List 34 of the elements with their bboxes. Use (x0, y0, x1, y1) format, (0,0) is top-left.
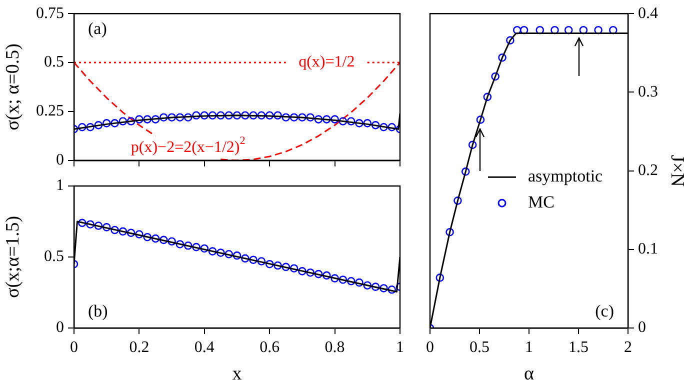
x-tick-label: 0.5 (470, 338, 490, 356)
x-axis-title: α (524, 364, 534, 385)
x-tick-label: 0.4 (194, 338, 214, 356)
x-tick-label: 2 (624, 338, 632, 356)
x-tick-label: 1 (525, 338, 533, 356)
x-tick-label: 0 (426, 338, 434, 356)
annotation: (b) (88, 301, 108, 320)
y2-tick-label: 0.4 (638, 4, 658, 22)
y2-tick-label: 0.2 (638, 162, 658, 180)
y-tick-label: 0.25 (36, 102, 64, 120)
y-tick-label: 0.5 (44, 248, 64, 266)
y2-axis-title: J×N (666, 154, 688, 187)
legend-label: asymptotic (528, 166, 604, 186)
x-tick-label: 1 (396, 338, 404, 356)
y-tick-label: 0.5 (44, 54, 64, 71)
y-tick-label: 0.75 (36, 4, 64, 22)
y2-tick-label: 0.3 (638, 83, 658, 100)
x-tick-label: 0.8 (324, 338, 345, 356)
annotation: (a) (88, 19, 107, 38)
y2-tick-label: 0 (638, 319, 646, 336)
annotation: (c) (595, 301, 614, 320)
y2-tick-label: 0.1 (638, 240, 658, 258)
x-tick-label: 0.2 (129, 338, 150, 356)
y-tick-label: 0 (56, 319, 64, 336)
x-axis-title: x (232, 364, 242, 385)
x-tick-label: 0 (70, 338, 78, 356)
y-axis-title: σ(x; α=0.5) (2, 44, 24, 130)
y-tick-label: 0 (56, 152, 64, 169)
x-tick-label: 1.5 (568, 338, 588, 356)
y-axis-title: σ(x;α=1.5) (2, 216, 24, 298)
series-label: q(x)=1/2 (298, 54, 355, 71)
x-tick-label: 0.6 (260, 338, 280, 356)
y-tick-label: 1 (56, 177, 64, 194)
legend-label: MC (528, 192, 554, 212)
